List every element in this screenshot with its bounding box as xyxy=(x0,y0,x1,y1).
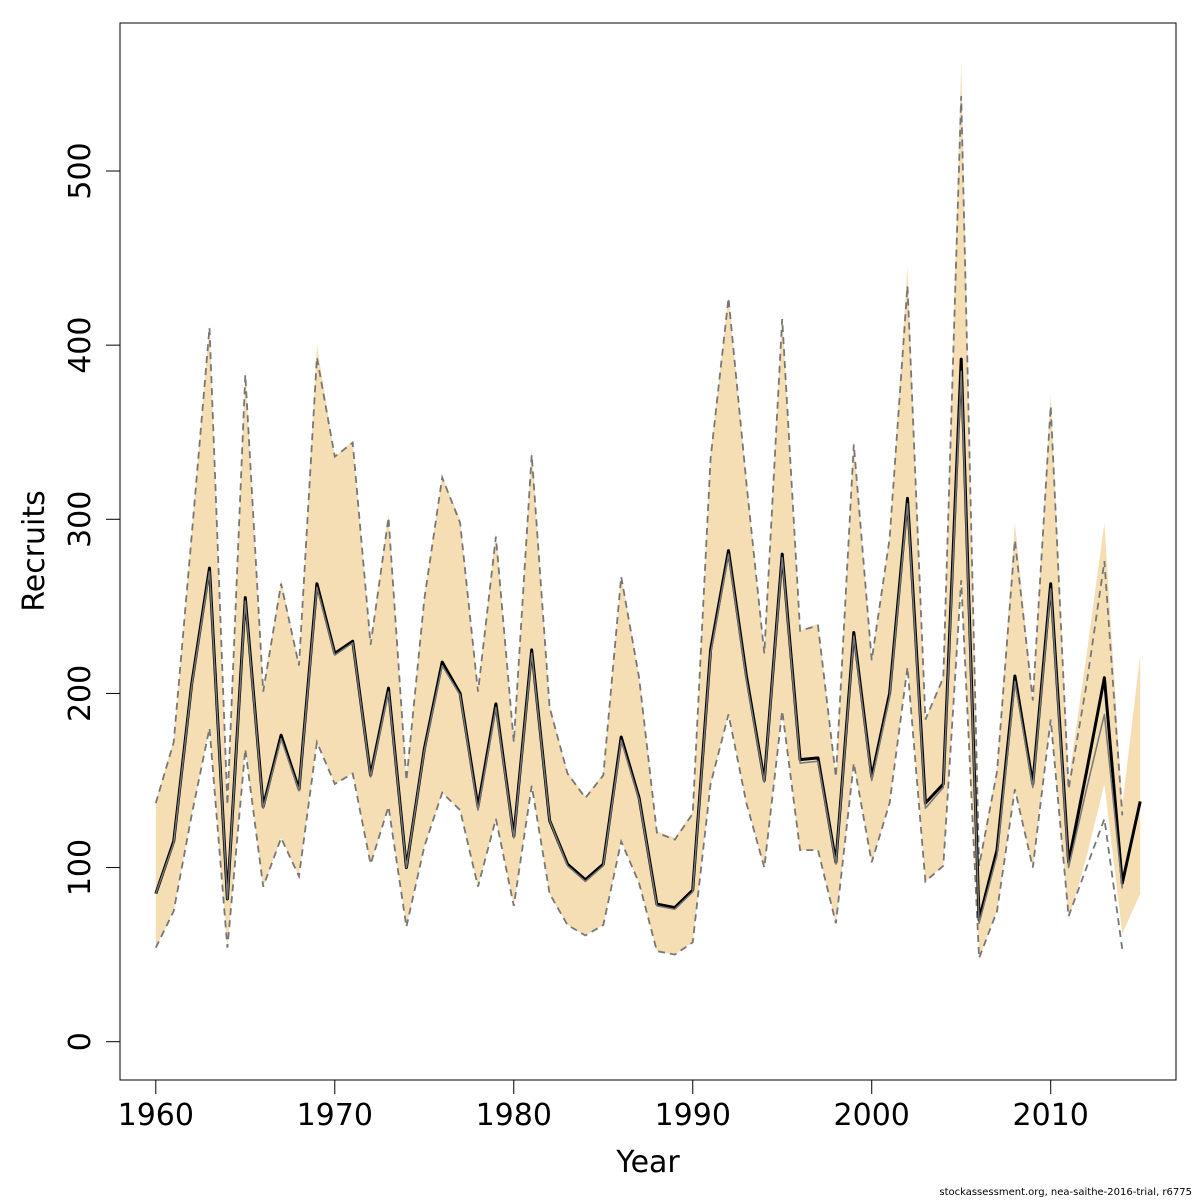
x-axis: 1960 1970 1980 1990 2000 2010 xyxy=(118,1079,1089,1133)
y-tick-label: 0 xyxy=(63,1032,98,1051)
x-tick-label: 1960 xyxy=(118,1098,194,1133)
y-tick-label: 400 xyxy=(63,317,98,374)
y-tick-label: 200 xyxy=(63,665,98,722)
x-tick-label: 2010 xyxy=(1013,1098,1089,1133)
confidence-band xyxy=(155,63,1141,959)
x-tick-label: 1970 xyxy=(297,1098,373,1133)
previous-upper-bound-line xyxy=(154,96,1124,866)
previous-lower-bound-line xyxy=(154,580,1124,959)
plot-area xyxy=(154,63,1142,959)
y-tick-label: 300 xyxy=(63,491,98,548)
x-tick-label: 1980 xyxy=(476,1098,552,1133)
credit-text: stockassessment.org, nea-saithe-2016-tri… xyxy=(939,1187,1192,1198)
previous-estimate-line xyxy=(155,370,1124,925)
y-tick-label: 100 xyxy=(63,839,98,896)
y-tick-label: 500 xyxy=(63,142,98,199)
y-axis: 0 100 200 300 400 500 xyxy=(63,142,121,1051)
x-tick-label: 2000 xyxy=(834,1098,910,1133)
x-axis-title: Year xyxy=(615,1145,680,1180)
y-axis-title: Recruits xyxy=(17,490,52,612)
x-tick-label: 1990 xyxy=(655,1098,731,1133)
